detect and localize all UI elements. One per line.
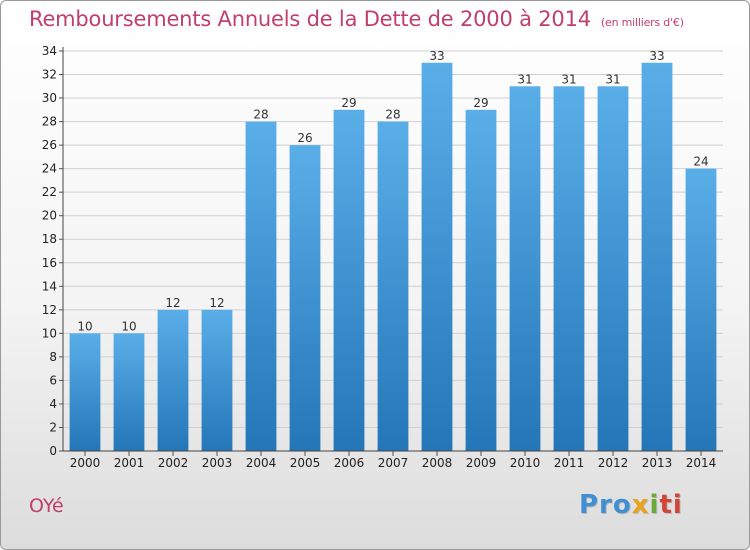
bar-2011 [553,86,585,451]
y-tick-label: 4 [49,397,57,411]
x-tick-label-2005: 2005 [290,456,321,470]
x-tick-label-2009: 2009 [466,456,497,470]
y-tick-label: 18 [42,232,57,246]
x-tick-label-2013: 2013 [642,456,673,470]
logo-part-4: ti [659,490,683,520]
x-tick-label-2003: 2003 [202,456,233,470]
y-tick-label: 14 [42,279,57,293]
x-tick-label-2011: 2011 [554,456,585,470]
y-tick-label: 34 [42,44,57,58]
y-tick-label: 10 [42,326,57,340]
chart-title: Remboursements Annuels de la Dette de 20… [29,7,684,31]
y-tick-label: 20 [42,209,57,223]
chart-title-text: Remboursements Annuels de la Dette de 20… [29,7,591,31]
y-tick-label: 16 [42,256,57,270]
y-tick-label: 26 [42,138,57,152]
bar-2000 [69,333,101,451]
bar-2005 [289,145,321,451]
data-label-2001: 10 [121,319,136,333]
y-tick-label: 32 [42,68,57,82]
x-tick-label-2000: 2000 [70,456,101,470]
data-label-2004: 28 [253,108,268,122]
logo-part-1: Pro [579,490,632,520]
data-label-2003: 12 [209,296,224,310]
y-tick-label: 8 [49,350,57,364]
y-tick-label: 24 [42,162,57,176]
data-label-2014: 24 [693,155,708,169]
y-tick-label: 0 [49,444,57,458]
data-label-2011: 31 [561,72,576,86]
bar-2007 [377,121,409,452]
chart-unit-note: (en milliers d'€) [600,16,684,29]
y-tick-label: 28 [42,115,57,129]
commune-name: OYé [29,495,64,517]
data-label-2000: 10 [77,319,92,333]
data-label-2010: 31 [517,72,532,86]
data-labels: 10 10 12 12 28 26 29 28 33 29 31 31 31 33 24 [77,49,708,334]
data-label-2006: 29 [341,96,356,110]
data-label-2009: 29 [473,96,488,110]
data-label-2005: 26 [297,131,312,145]
x-tick-label-2006: 2006 [334,456,365,470]
x-tick-label-2012: 2012 [598,456,629,470]
x-tick-label-2014: 2014 [686,456,717,470]
bar-2008 [421,62,453,451]
x-tick-label-2008: 2008 [422,456,453,470]
x-tick-labels: 2000 2001 2002 2003 2004 2005 2006 2007 2008 2009… [70,456,717,470]
data-label-2013: 33 [649,49,664,63]
y-tick-label: 12 [42,303,57,317]
data-label-2008: 33 [429,49,444,63]
data-label-2007: 28 [385,108,400,122]
bar-2012 [597,86,629,451]
bar-2009 [465,109,497,451]
x-tick-label-2001: 2001 [114,456,145,470]
logo-part-2: x [631,490,650,520]
bar-2003 [201,309,233,451]
proxiti-logo: Proxiti [579,490,683,520]
x-tick-label-2004: 2004 [246,456,277,470]
bar-2002 [157,309,189,451]
logo-part-3: i [649,490,660,520]
bar-2013 [641,62,673,451]
axes [59,47,723,456]
bars [69,62,717,452]
x-tick-label-2002: 2002 [158,456,189,470]
bar-2006 [333,109,365,451]
x-tick-label-2010: 2010 [510,456,541,470]
y-tick-label: 6 [49,373,57,387]
bar-2004 [245,121,277,452]
x-tick-label-2007: 2007 [378,456,409,470]
bar-2001 [113,333,145,451]
y-tick-label: 22 [42,185,57,199]
bar-2014 [685,168,717,451]
bar-2010 [509,86,541,451]
y-tick-label: 2 [49,420,57,434]
data-label-2002: 12 [165,296,180,310]
y-tick-label: 30 [42,91,57,105]
data-label-2012: 31 [605,72,620,86]
